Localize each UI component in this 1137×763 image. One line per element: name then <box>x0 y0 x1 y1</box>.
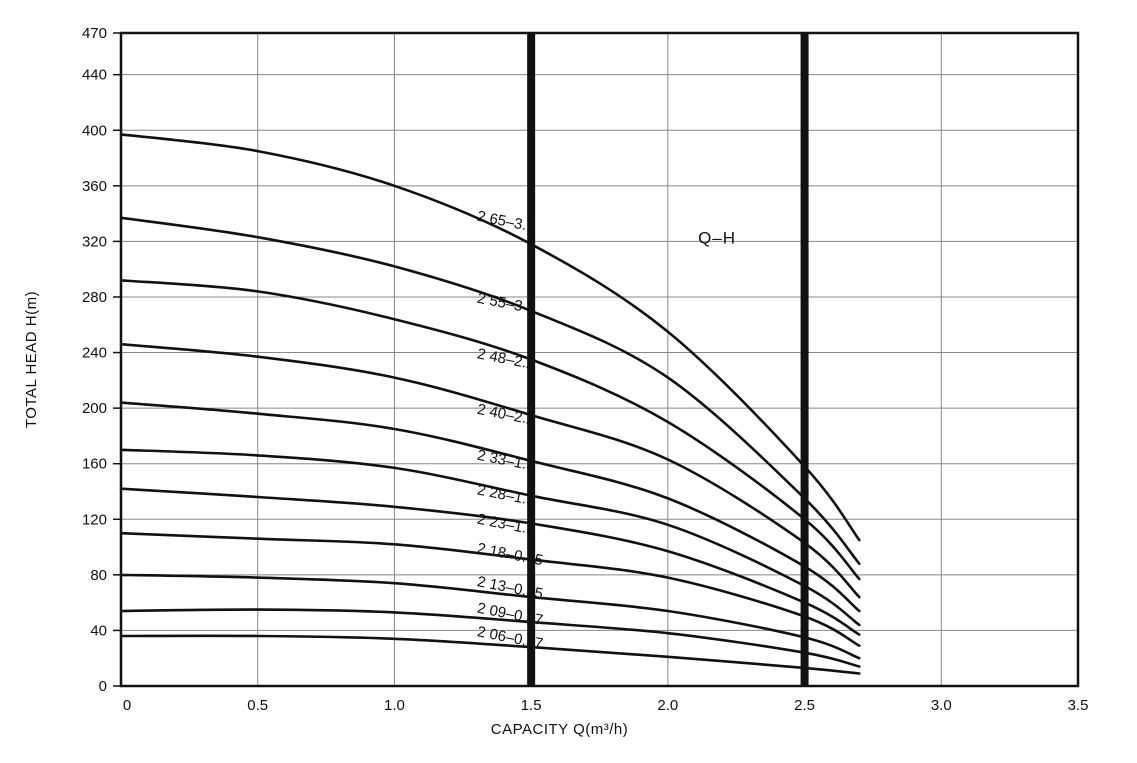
series-curve <box>119 216 861 565</box>
y-tick-label: 440 <box>82 67 107 84</box>
x-tick-label: 1.5 <box>521 697 542 714</box>
x-tick-label: 1.0 <box>384 697 405 714</box>
series-label: 2 55–3 <box>476 290 524 315</box>
y-tick-label: 280 <box>82 289 107 306</box>
y-tick-label: 120 <box>82 511 107 528</box>
x-tick-label: 3.0 <box>931 697 952 714</box>
y-tick-label: 160 <box>82 456 107 473</box>
y-tick-label: 80 <box>90 567 107 584</box>
curves <box>119 133 861 675</box>
y-tick-label: 200 <box>82 400 107 417</box>
series-curve <box>119 401 861 613</box>
grid-lines <box>120 32 1079 687</box>
qh-annotation: Q–H <box>698 228 736 247</box>
x-tick-label: 2.5 <box>794 697 815 714</box>
y-tick-label: 360 <box>82 178 107 195</box>
x-tick-label: 0 <box>123 697 131 714</box>
x-axis-title: CAPACITY Q(m³/h) <box>491 721 628 738</box>
series-curve <box>119 133 861 542</box>
series-curve <box>119 608 861 668</box>
series-curve <box>119 448 861 627</box>
y-tick-label: 470 <box>82 25 107 42</box>
y-tick-label: 400 <box>82 122 107 139</box>
plot-frame <box>119 31 1080 688</box>
series-curve <box>119 342 861 599</box>
y-tick-label: 240 <box>82 345 107 362</box>
x-tick-label: 2.0 <box>657 697 678 714</box>
series-curve <box>119 531 861 647</box>
series-curve <box>119 573 861 660</box>
y-axis-title: TOTAL HEAD H(m) <box>23 291 40 428</box>
x-tick-label: 0.5 <box>247 697 268 714</box>
series-curve <box>119 487 861 636</box>
x-tick-label: 3.5 <box>1068 697 1089 714</box>
tick-labels: 0 0.5 1.0 1.5 2.0 2.5 3.0 3.5 0 40 80 120 160 200 240 2… <box>82 25 1088 714</box>
y-tick-label: 320 <box>82 233 107 250</box>
y-tick-label: 40 <box>90 622 107 639</box>
series-curve <box>119 634 861 675</box>
y-tick-label: 0 <box>99 678 107 695</box>
series-curve <box>119 279 861 581</box>
